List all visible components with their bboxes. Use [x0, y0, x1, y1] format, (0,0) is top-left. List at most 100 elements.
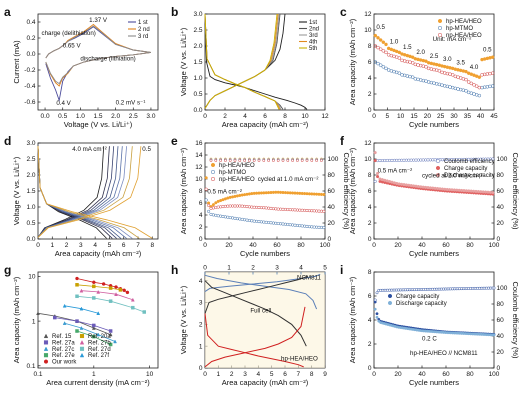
data-point: [410, 75, 415, 79]
ce-point: [286, 159, 290, 162]
x-tick-label: 0: [36, 242, 40, 249]
ref-series: [76, 295, 145, 313]
legend-label: Charge capacity: [444, 166, 487, 172]
legend-label: 1 st: [138, 20, 148, 26]
x-axis-label: Cycle numbers: [409, 249, 459, 258]
data-point: [378, 63, 383, 67]
ref-point: [79, 288, 84, 293]
y-tick-label: 12: [195, 164, 203, 171]
ref-series: [81, 290, 133, 301]
x2-tick-label: 2: [251, 265, 255, 272]
legend-label: Discharge capacity: [396, 301, 447, 307]
x-axis-label: Area capacity (mAh cm⁻²): [222, 378, 309, 387]
y-tick-label: 0.2: [26, 35, 35, 42]
panel-label: i: [340, 263, 343, 277]
x-tick-label: 1: [217, 371, 221, 378]
x-tick-label: 0: [372, 371, 376, 378]
y-tick-label: 1.5: [26, 188, 35, 195]
ce-point: [373, 298, 377, 302]
legend-marker: [210, 176, 216, 182]
y-tick-label: 2: [199, 322, 203, 329]
capacity-point: [376, 171, 380, 175]
charge-curve: [204, 275, 308, 314]
y-tick-label: 2.5: [193, 27, 202, 34]
capacity-point: [207, 209, 211, 213]
ce-point: [291, 159, 294, 162]
panel-label: d: [4, 134, 11, 148]
ce-point: [373, 179, 377, 183]
x-tick-label: 20: [225, 242, 233, 249]
y-tick-label: 12: [364, 140, 372, 147]
capacity-point: [375, 312, 379, 316]
y-tick-label: 16: [195, 140, 203, 147]
y-tick-label: 2: [368, 341, 372, 348]
legend-label: Ref. 15: [52, 334, 72, 340]
ce-point: [248, 159, 251, 162]
legend-label: Discharge capacity: [444, 173, 495, 179]
panel-label: f: [340, 134, 345, 148]
data-point: [384, 42, 388, 47]
x-tick-label: 4: [257, 371, 261, 378]
data-point: [477, 75, 482, 79]
x-tick-label: 25: [437, 113, 445, 120]
legend-label: 3rd: [309, 33, 318, 39]
ref-point: [92, 334, 96, 339]
data-point: [384, 50, 388, 55]
data-point: [480, 85, 484, 90]
legend-label: hp-HEA/HEO: [446, 19, 482, 25]
x-tick-label: 40: [249, 242, 257, 249]
rate-label: 1.5: [403, 44, 412, 51]
ref-point: [75, 276, 79, 281]
rate-label: 3.5: [456, 59, 465, 66]
capacity-point: [209, 212, 213, 216]
data-point: [373, 60, 378, 64]
legend-marker: [210, 169, 216, 175]
x-tick-label: 12: [321, 113, 329, 120]
y-tick-label: 0: [199, 365, 203, 372]
charge-curve: [37, 146, 105, 238]
ce-point: [257, 159, 261, 162]
y-tick-label: 4: [199, 278, 203, 285]
y-tick-label: 10: [364, 27, 372, 34]
rate-label: 0.5 mA cm⁻²: [378, 168, 413, 175]
capacity-point: [373, 151, 377, 155]
y2-tick-label: 0: [497, 365, 501, 372]
capacity-point: [322, 225, 326, 230]
series-label: Full cell: [250, 307, 271, 314]
rate-label: 0.5 mA cm⁻²: [207, 188, 242, 195]
ref-point: [62, 303, 67, 308]
rate-label: 0.2 C: [422, 335, 437, 342]
charge-curve: [37, 146, 142, 238]
legend-label: 2 nd: [138, 27, 150, 33]
data-point: [376, 45, 380, 50]
x-tick-label: 100: [320, 242, 331, 249]
x-tick-label: 6: [283, 371, 287, 378]
y2-tick-label: 60: [328, 188, 336, 195]
legend-marker: [387, 293, 393, 299]
y-tick-label: 10: [195, 176, 203, 183]
peak-label: 1.37 V: [89, 17, 108, 24]
panel-a: a 0.0 0.5 1.0 1.5 2.0 2.5 3.0 -0.6 -0.4 -0.2 0.0 0.2…: [4, 5, 159, 129]
ref-point: [122, 288, 126, 293]
ref-point: [114, 285, 118, 289]
ce-point: [219, 159, 222, 162]
discharge-curve: [204, 313, 304, 368]
y-tick-label: 8: [199, 188, 203, 195]
data-point: [397, 50, 402, 55]
ref-point: [96, 289, 101, 294]
x-tick-label: 20: [424, 113, 432, 120]
data-point: [410, 55, 415, 59]
charge-curve: [204, 13, 278, 109]
y-tick-label: 0.5: [26, 220, 35, 227]
ref-point: [62, 321, 67, 325]
y-tick-label: 6: [368, 188, 372, 195]
legend-marker: [43, 353, 49, 358]
rate-label: 3.0: [443, 56, 452, 63]
legend-label: np-HEA/HEO: [219, 177, 255, 183]
y-axis-label: Voltage (V vs. Li/Li⁺): [179, 285, 188, 354]
ref-series: [76, 284, 121, 291]
y-tick-label: 0.0: [26, 51, 35, 58]
x-tick-label: 60: [442, 371, 450, 378]
